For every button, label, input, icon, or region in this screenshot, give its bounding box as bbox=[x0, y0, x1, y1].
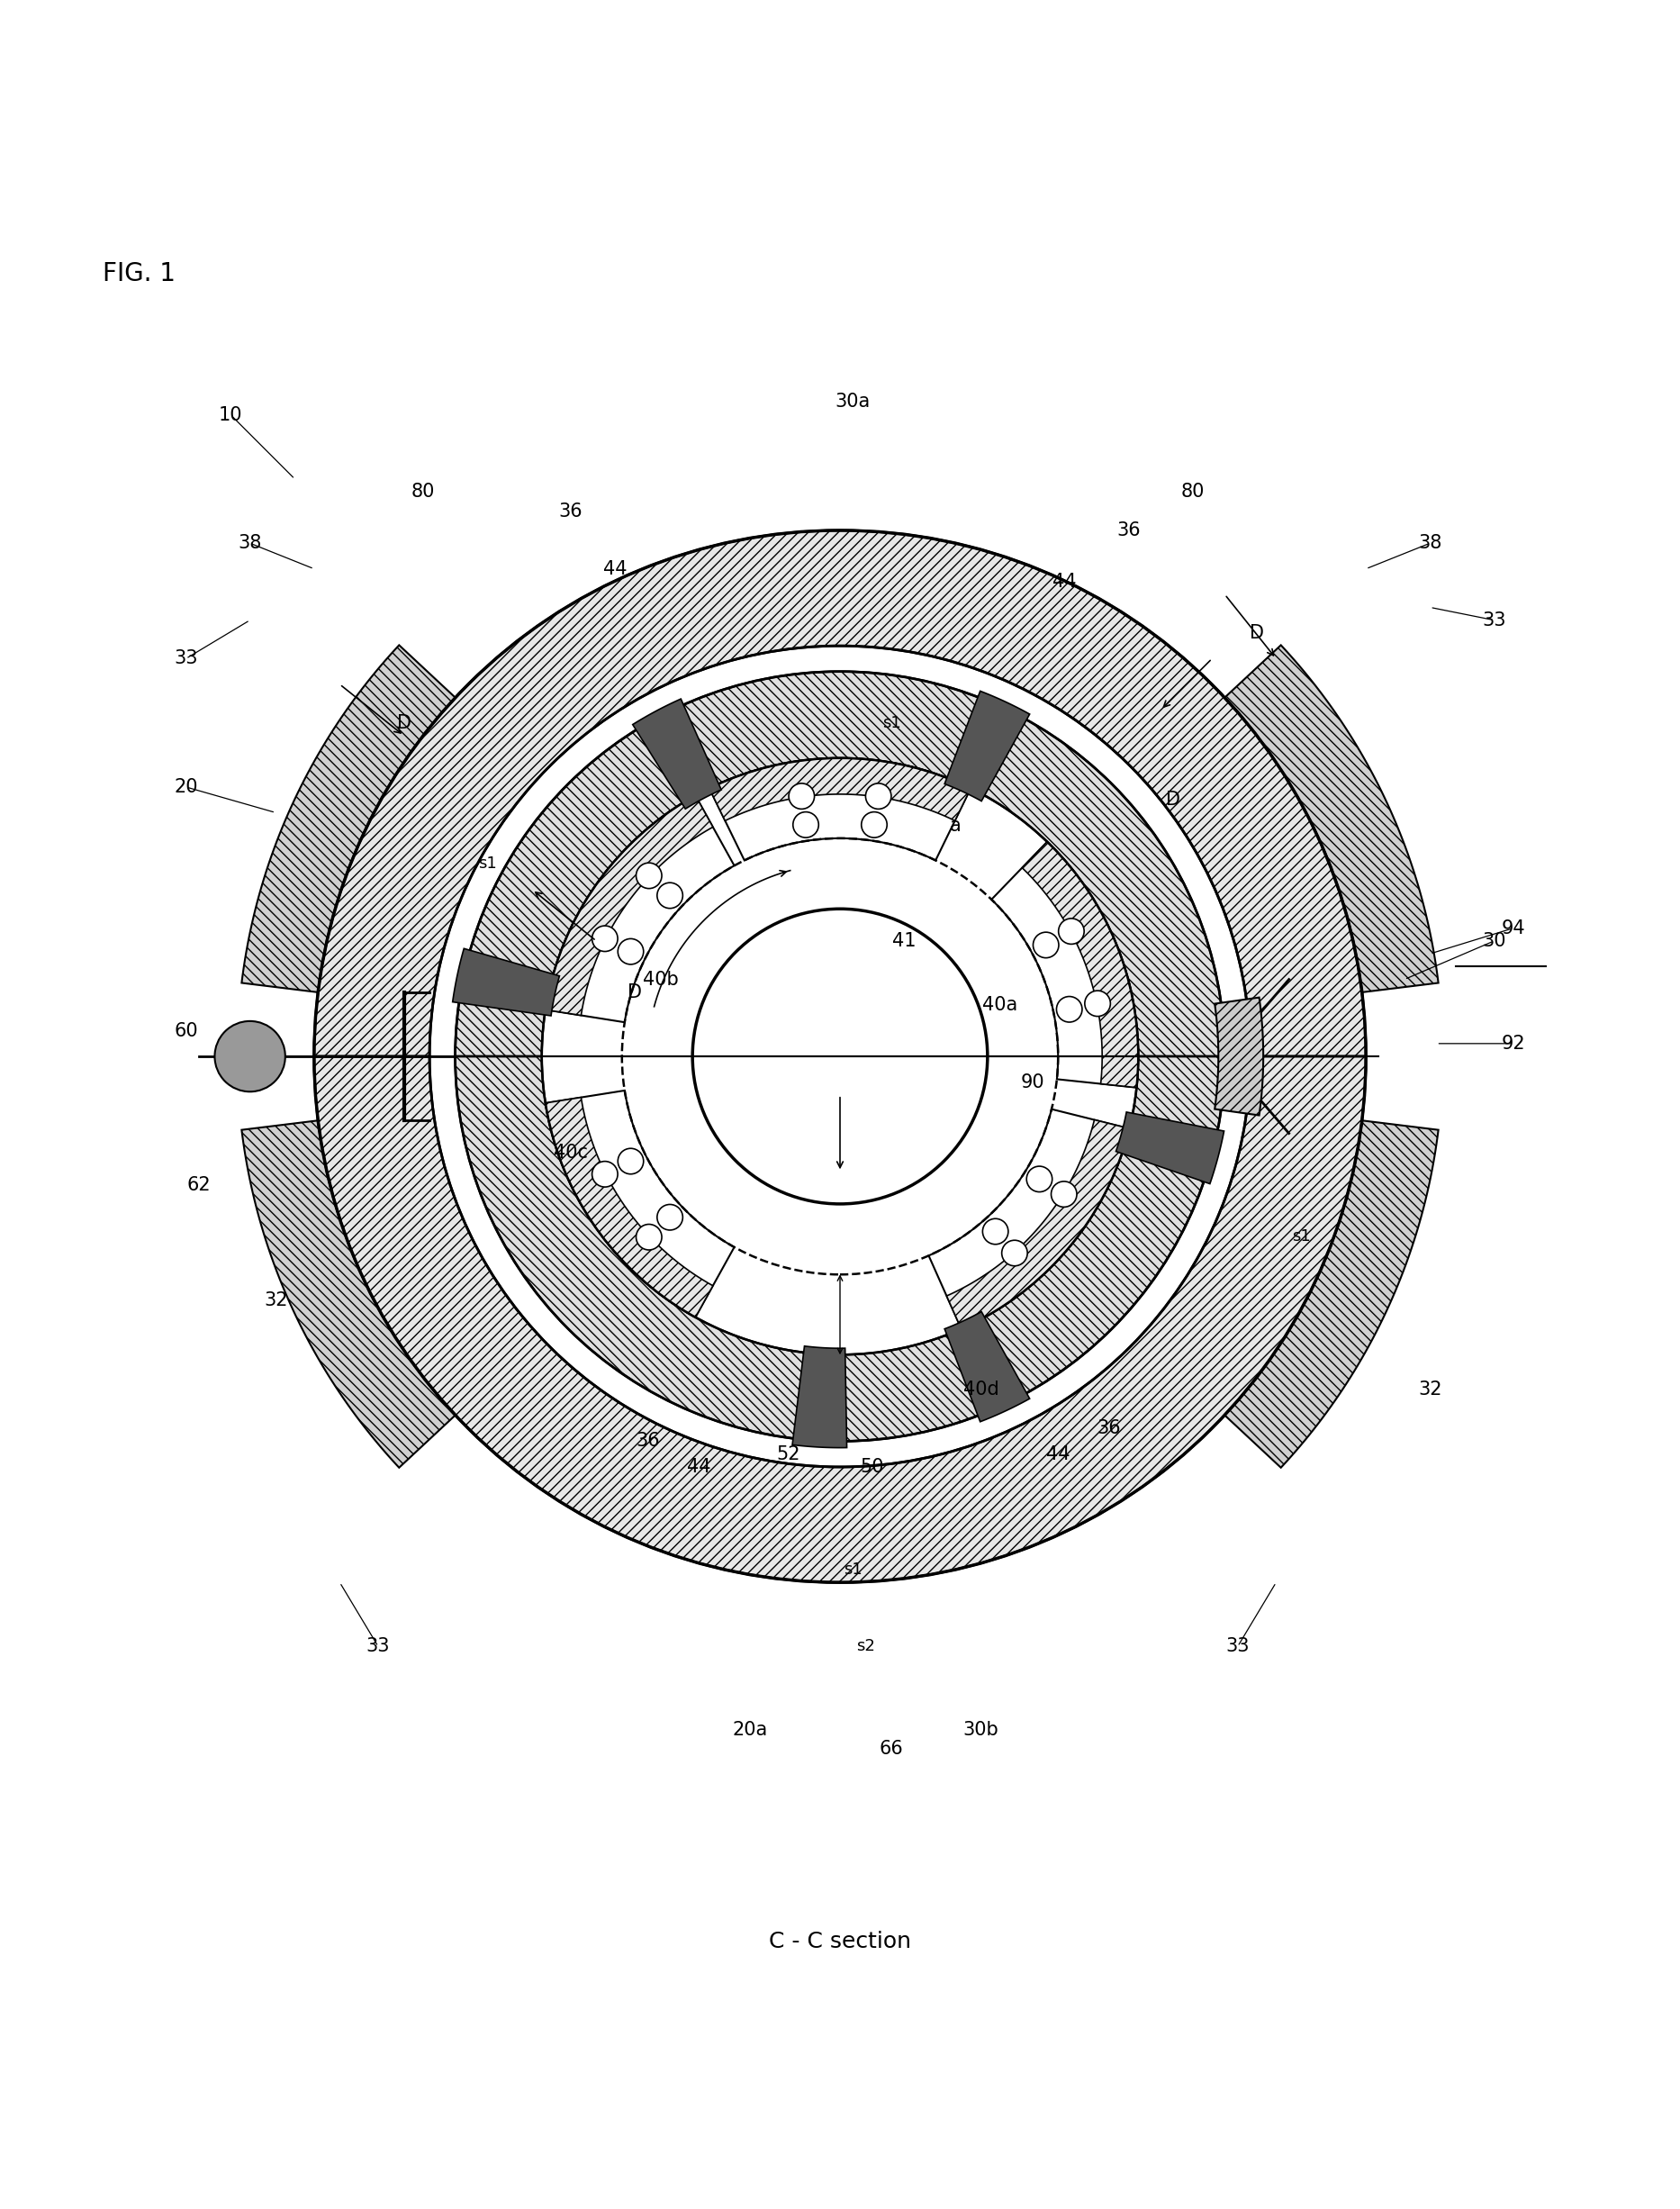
Circle shape bbox=[1057, 996, 1082, 1023]
Text: 94: 94 bbox=[1502, 919, 1525, 937]
Text: C - C section: C - C section bbox=[769, 1931, 911, 1953]
Text: 38: 38 bbox=[1418, 535, 1441, 552]
Text: s2: s2 bbox=[857, 1639, 875, 1655]
Text: 60: 60 bbox=[173, 1023, 198, 1040]
Polygon shape bbox=[929, 1109, 1129, 1330]
Text: 36: 36 bbox=[559, 501, 583, 519]
Text: 44: 44 bbox=[1047, 1445, 1070, 1462]
Text: 33: 33 bbox=[366, 1637, 390, 1655]
Polygon shape bbox=[991, 842, 1139, 1087]
Text: 30: 30 bbox=[1482, 932, 1505, 950]
Text: 90: 90 bbox=[1020, 1074, 1045, 1091]
Text: s1: s1 bbox=[477, 855, 497, 873]
Text: 10: 10 bbox=[218, 406, 242, 424]
Text: s1: s1 bbox=[1292, 1228, 1310, 1244]
Text: 38: 38 bbox=[239, 535, 262, 552]
Text: 32: 32 bbox=[264, 1290, 287, 1310]
Circle shape bbox=[618, 939, 643, 965]
Circle shape bbox=[1033, 932, 1058, 959]
Polygon shape bbox=[633, 698, 721, 808]
Text: 52: 52 bbox=[776, 1445, 801, 1462]
Polygon shape bbox=[452, 948, 559, 1016]
Text: 36: 36 bbox=[1097, 1420, 1121, 1438]
Polygon shape bbox=[546, 795, 734, 1023]
Polygon shape bbox=[709, 758, 971, 822]
Text: a: a bbox=[949, 817, 961, 835]
Circle shape bbox=[983, 1219, 1008, 1244]
Circle shape bbox=[692, 908, 988, 1204]
Text: D: D bbox=[628, 983, 642, 1001]
Circle shape bbox=[1085, 990, 1110, 1016]
Text: 33: 33 bbox=[1482, 612, 1505, 630]
Text: s1: s1 bbox=[843, 1562, 862, 1577]
Polygon shape bbox=[944, 691, 1030, 802]
Text: 33: 33 bbox=[1226, 1637, 1250, 1655]
Circle shape bbox=[618, 1149, 643, 1173]
Circle shape bbox=[637, 864, 662, 888]
Text: 32: 32 bbox=[1418, 1381, 1441, 1398]
Polygon shape bbox=[314, 530, 1366, 1056]
Circle shape bbox=[657, 884, 682, 908]
Text: 80: 80 bbox=[412, 484, 435, 501]
Polygon shape bbox=[1215, 998, 1263, 1116]
Polygon shape bbox=[793, 1345, 847, 1447]
Text: 66: 66 bbox=[879, 1741, 904, 1758]
Text: 36: 36 bbox=[1117, 521, 1141, 539]
Circle shape bbox=[862, 813, 887, 837]
Text: 40d: 40d bbox=[963, 1381, 1000, 1398]
Circle shape bbox=[591, 926, 618, 952]
Text: 36: 36 bbox=[635, 1431, 660, 1451]
Text: 41: 41 bbox=[892, 932, 916, 950]
Polygon shape bbox=[946, 1120, 1129, 1330]
Circle shape bbox=[657, 1204, 682, 1230]
Circle shape bbox=[790, 784, 815, 808]
Polygon shape bbox=[314, 1056, 1366, 1582]
Circle shape bbox=[1001, 1239, 1028, 1266]
Text: D: D bbox=[1166, 791, 1181, 808]
Circle shape bbox=[865, 784, 890, 808]
Text: 40a: 40a bbox=[983, 996, 1018, 1014]
Text: 62: 62 bbox=[186, 1175, 210, 1193]
Circle shape bbox=[215, 1021, 286, 1091]
Circle shape bbox=[637, 1224, 662, 1250]
Text: D: D bbox=[1250, 623, 1263, 643]
Text: 30b: 30b bbox=[963, 1721, 1000, 1738]
Text: FIG. 1: FIG. 1 bbox=[102, 261, 175, 287]
Text: 20a: 20a bbox=[732, 1721, 768, 1738]
Text: 50: 50 bbox=[860, 1458, 884, 1476]
Polygon shape bbox=[546, 795, 712, 1016]
Text: 40c: 40c bbox=[553, 1144, 588, 1162]
Text: 92: 92 bbox=[1502, 1034, 1525, 1051]
Text: 30a: 30a bbox=[835, 393, 870, 411]
Circle shape bbox=[591, 1162, 618, 1186]
Circle shape bbox=[1052, 1182, 1077, 1206]
Polygon shape bbox=[1116, 1111, 1225, 1184]
Circle shape bbox=[1058, 919, 1084, 943]
Polygon shape bbox=[242, 1120, 455, 1467]
Polygon shape bbox=[242, 645, 455, 992]
Text: D: D bbox=[396, 714, 412, 731]
Text: 40b: 40b bbox=[642, 970, 679, 987]
Polygon shape bbox=[709, 758, 971, 859]
Polygon shape bbox=[455, 672, 1225, 1056]
Polygon shape bbox=[455, 1056, 1225, 1440]
Text: 44: 44 bbox=[603, 559, 627, 579]
Polygon shape bbox=[546, 1091, 734, 1317]
Text: s1: s1 bbox=[882, 716, 900, 731]
Polygon shape bbox=[1021, 842, 1139, 1087]
Text: 33: 33 bbox=[175, 649, 198, 667]
Polygon shape bbox=[546, 1098, 712, 1317]
Circle shape bbox=[793, 813, 818, 837]
Polygon shape bbox=[1225, 1120, 1438, 1467]
Text: 20: 20 bbox=[175, 778, 198, 795]
Polygon shape bbox=[1225, 645, 1438, 992]
Polygon shape bbox=[944, 1312, 1030, 1423]
Text: 44: 44 bbox=[687, 1458, 711, 1476]
Text: 44: 44 bbox=[1053, 572, 1077, 590]
Text: 80: 80 bbox=[1181, 484, 1205, 501]
Circle shape bbox=[1026, 1166, 1052, 1193]
